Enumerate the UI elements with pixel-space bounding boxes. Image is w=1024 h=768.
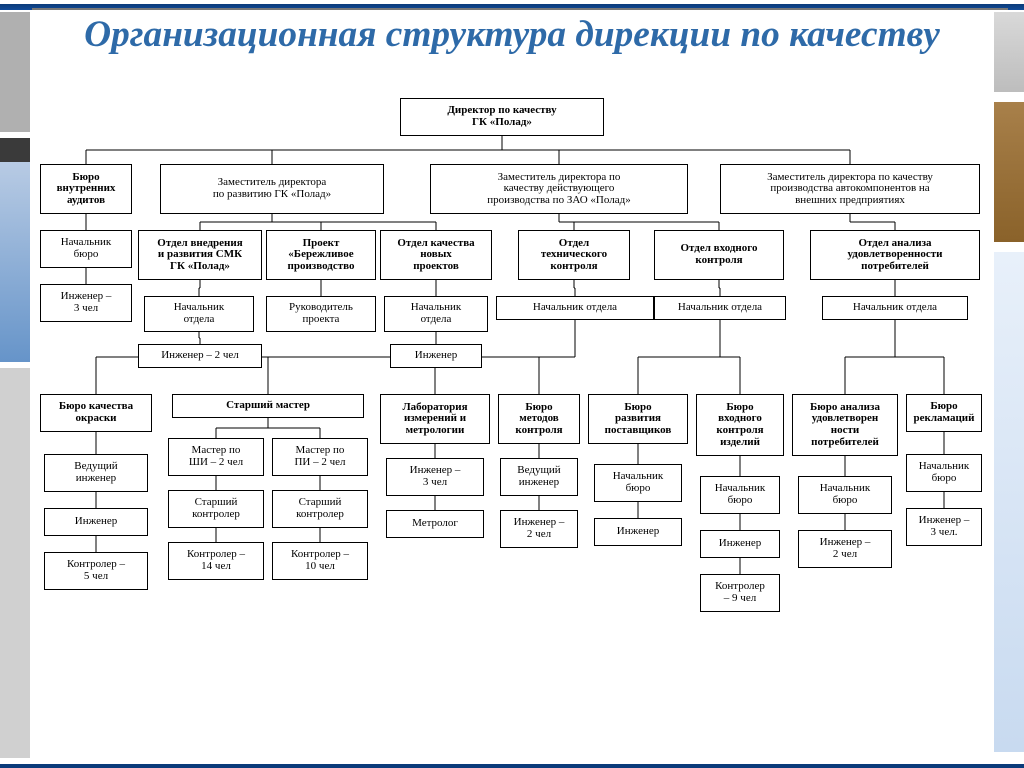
org-node-sm2: Мастер поПИ – 2 чел — [272, 438, 368, 476]
org-node-d4: Отделтехническогоконтроля — [518, 230, 630, 280]
org-node-bau: Бюро анализаудовлетворенностипотребителе… — [792, 394, 898, 456]
decor-right — [994, 12, 1024, 762]
org-node-b1a: Ведущийинженер — [44, 454, 148, 492]
org-node-d2n: Руководительпроекта — [266, 296, 376, 332]
org-node-bvkc: Контролер– 9 чел — [700, 574, 780, 612]
org-node-bmkb: Инженер –2 чел — [500, 510, 578, 548]
org-node-brp: Бюроразвитияпоставщиков — [588, 394, 688, 444]
page-title: Организационная структура дирекции по ка… — [40, 14, 984, 55]
org-node-d1n: Начальникотдела — [144, 296, 254, 332]
org-node-d5: Отдел входногоконтроля — [654, 230, 784, 280]
org-node-b1b: Инженер — [44, 508, 148, 536]
org-node-d4n: Начальник отдела — [496, 296, 654, 320]
org-node-b1: Бюро качестваокраски — [40, 394, 152, 432]
org-node-laba: Инженер –3 чел — [386, 458, 484, 496]
org-node-bmk: Бюрометодовконтроля — [498, 394, 580, 444]
org-node-brka: Начальникбюро — [906, 454, 982, 492]
org-node-bmka: Ведущийинженер — [500, 458, 578, 496]
decor-top-line — [32, 8, 1008, 10]
org-node-sm1b: Контролер –14 чел — [168, 542, 264, 580]
org-node-sm1: Мастер поШИ – 2 чел — [168, 438, 264, 476]
org-node-b1c: Контролер –5 чел — [44, 552, 148, 590]
org-node-lab: Лабораторияизмерений иметрологии — [380, 394, 490, 444]
org-node-brpa: Начальникбюро — [594, 464, 682, 502]
org-node-brk: Бюрорекламаций — [906, 394, 982, 432]
org-node-bva_e: Инженер –3 чел — [40, 284, 132, 322]
org-node-bvka: Начальникбюро — [700, 476, 780, 514]
org-node-sm: Старший мастер — [172, 394, 364, 418]
org-node-bvk: Бюровходногоконтроляизделий — [696, 394, 784, 456]
org-chart: Директор по качествуГК «Полад» Бюровнутре… — [40, 98, 984, 756]
org-node-zam3: Заместитель директора по качествупроизво… — [720, 164, 980, 214]
org-node-sm1a: Старшийконтролер — [168, 490, 264, 528]
org-node-baub: Инженер –2 чел — [798, 530, 892, 568]
org-node-d6n: Начальник отдела — [822, 296, 968, 320]
org-node-d3n: Начальникотдела — [384, 296, 488, 332]
org-node-root: Директор по качествуГК «Полад» — [400, 98, 604, 136]
org-node-d1: Отдел внедренияи развития СМКГК «Полад» — [138, 230, 262, 280]
org-node-bva: Бюровнутреннихаудитов — [40, 164, 132, 214]
org-node-bvkb: Инженер — [700, 530, 780, 558]
org-node-d3e: Инженер — [390, 344, 482, 368]
org-node-zam1: Заместитель директорапо развитию ГК «Пол… — [160, 164, 384, 214]
org-node-brkb: Инженер –3 чел. — [906, 508, 982, 546]
org-node-d6: Отдел анализаудовлетворенностипотребител… — [810, 230, 980, 280]
org-node-d5n: Начальник отдела — [654, 296, 786, 320]
slide: Организационная структура дирекции по ка… — [0, 0, 1024, 768]
org-node-d2: Проект«Бережливоепроизводство — [266, 230, 376, 280]
decor-left — [0, 12, 30, 762]
org-node-bva_n: Начальникбюро — [40, 230, 132, 268]
decor-bottom-line — [0, 764, 1024, 768]
org-node-d3: Отдел качествановыхпроектов — [380, 230, 492, 280]
org-node-sm2a: Старшийконтролер — [272, 490, 368, 528]
org-node-brpb: Инженер — [594, 518, 682, 546]
org-node-d1e: Инженер – 2 чел — [138, 344, 262, 368]
org-node-zam2: Заместитель директора покачеству действу… — [430, 164, 688, 214]
org-node-baua: Начальникбюро — [798, 476, 892, 514]
org-node-labb: Метролог — [386, 510, 484, 538]
org-node-sm2b: Контролер –10 чел — [272, 542, 368, 580]
